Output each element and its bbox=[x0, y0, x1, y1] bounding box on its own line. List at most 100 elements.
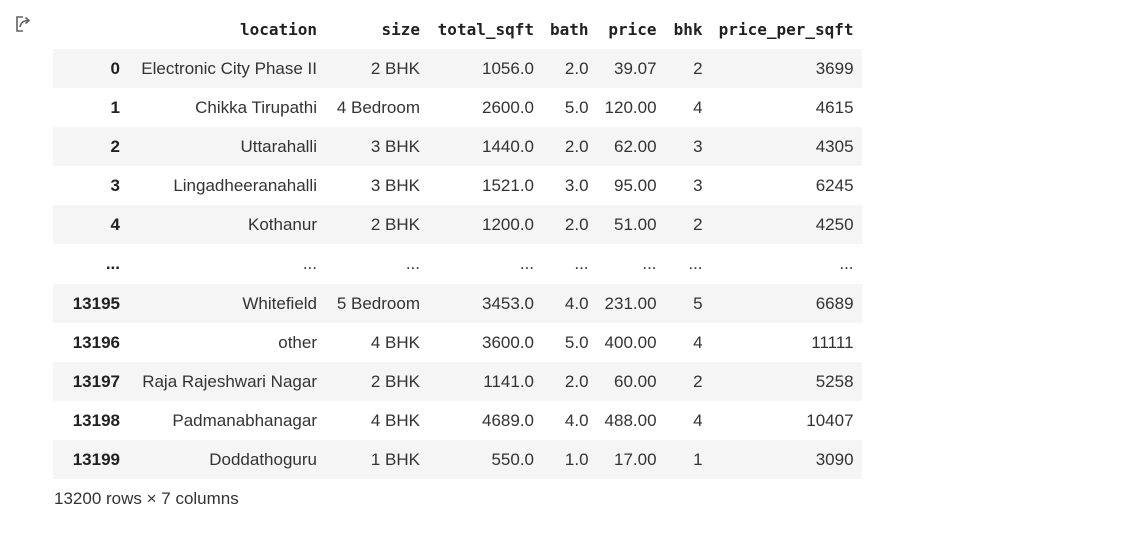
cell-price: 62.00 bbox=[613, 136, 657, 156]
cell-size: 1 BHK bbox=[370, 449, 420, 469]
cell-bath: 1.0 bbox=[564, 449, 589, 469]
cell-price: ... bbox=[642, 254, 657, 273]
cell-total-sqft: 1056.0 bbox=[482, 58, 534, 78]
table-row: ........................ bbox=[53, 244, 862, 284]
cell-bhk: ... bbox=[688, 254, 703, 273]
column-header-price: price bbox=[608, 20, 657, 39]
header-row: location size total_sqft bath price bhk … bbox=[53, 10, 862, 49]
cell-bhk: 3 bbox=[693, 175, 703, 195]
table-row: 1 Chikka Tirupathi 4 Bedroom 2600.0 5.0 120.0… bbox=[53, 88, 862, 127]
table-row: 13199 Doddathoguru 1 BHK 550.0 1.0 17.00 1 3090 bbox=[53, 440, 862, 479]
table-row: 4 Kothanur 2 BHK 1200.0 2.0 51.00 2 4250 bbox=[53, 205, 862, 244]
table-row: 3 Lingadheeranahalli 3 BHK 1521.0 3.0 95.00 3 6… bbox=[53, 166, 862, 205]
cell-price: 51.00 bbox=[613, 214, 657, 234]
row-index: 0 bbox=[110, 58, 120, 78]
row-index: ... bbox=[105, 254, 120, 273]
cell-price-per-sqft: ... bbox=[839, 254, 854, 273]
cell-price-per-sqft: 4250 bbox=[815, 214, 854, 234]
cell-bath: 5.0 bbox=[564, 97, 589, 117]
cell-location: ... bbox=[302, 254, 317, 273]
cell-price-per-sqft: 3699 bbox=[815, 58, 854, 78]
cell-price-per-sqft: 11111 bbox=[811, 332, 854, 352]
table-row: 13196 other 4 BHK 3600.0 5.0 400.00 4 11111 bbox=[53, 323, 862, 362]
cell-price-per-sqft: 4305 bbox=[815, 136, 854, 156]
cell-location: Kothanur bbox=[248, 214, 317, 234]
cell-bath: 5.0 bbox=[564, 332, 589, 352]
table-row: 13198 Padmanabhanagar 4 BHK 4689.0 4.0 488.00… bbox=[53, 401, 862, 440]
cell-price: 400.00 bbox=[604, 332, 657, 352]
dataframe-table: location size total_sqft bath price bhk … bbox=[53, 10, 862, 479]
cell-bath: 4.0 bbox=[564, 293, 589, 313]
cell-location: other bbox=[278, 332, 317, 352]
cell-bath: 2.0 bbox=[564, 136, 589, 156]
cell-total-sqft: 1440.0 bbox=[482, 136, 534, 156]
table-row: 2 Uttarahalli 3 BHK 1440.0 2.0 62.00 3 4305 bbox=[53, 127, 862, 166]
cell-location: Doddathoguru bbox=[209, 449, 317, 469]
cell-size: 2 BHK bbox=[370, 214, 420, 234]
cell-bath: 2.0 bbox=[564, 58, 589, 78]
cell-total-sqft: 1200.0 bbox=[482, 214, 534, 234]
cell-size: 3 BHK bbox=[370, 136, 420, 156]
dataframe-output: location size total_sqft bath price bhk … bbox=[53, 10, 862, 479]
cell-price: 488.00 bbox=[604, 410, 657, 430]
cell-bhk: 1 bbox=[693, 449, 703, 469]
cell-price-per-sqft: 6245 bbox=[815, 175, 854, 195]
cell-total-sqft: 550.0 bbox=[491, 449, 534, 469]
cell-bath: 3.0 bbox=[564, 175, 589, 195]
cell-size: 4 BHK bbox=[370, 332, 420, 352]
cell-bhk: 2 bbox=[693, 214, 703, 234]
cell-size: ... bbox=[405, 254, 420, 273]
output-arrow-icon[interactable] bbox=[14, 14, 34, 34]
cell-price: 39.07 bbox=[613, 58, 657, 78]
cell-size: 4 BHK bbox=[370, 410, 420, 430]
cell-price: 60.00 bbox=[613, 371, 657, 391]
column-header-total-sqft: total_sqft bbox=[437, 20, 534, 39]
column-header-location: location bbox=[239, 20, 317, 39]
cell-bhk: 5 bbox=[693, 293, 703, 313]
cell-location: Uttarahalli bbox=[240, 136, 317, 156]
row-index: 13197 bbox=[72, 371, 120, 391]
cell-location: Padmanabhanagar bbox=[172, 410, 317, 430]
cell-total-sqft: 3600.0 bbox=[482, 332, 534, 352]
row-index: 3 bbox=[110, 175, 120, 195]
cell-price: 120.00 bbox=[604, 97, 657, 117]
cell-total-sqft: 2600.0 bbox=[482, 97, 534, 117]
row-index: 13196 bbox=[72, 332, 120, 352]
column-header-size: size bbox=[381, 20, 420, 39]
cell-price: 231.00 bbox=[604, 293, 657, 313]
cell-price-per-sqft: 3090 bbox=[815, 449, 854, 469]
table-body: 0 Electronic City Phase II 2 BHK 1056.0 2.0 3… bbox=[53, 49, 862, 479]
table-row: 13197 Raja Rajeshwari Nagar 2 BHK 1141.0 2.0… bbox=[53, 362, 862, 401]
cell-bhk: 3 bbox=[693, 136, 703, 156]
cell-price: 95.00 bbox=[613, 175, 657, 195]
cell-total-sqft: 1521.0 bbox=[482, 175, 534, 195]
dataframe-shape: 13200 rows × 7 columns bbox=[54, 489, 239, 508]
cell-size: 3 BHK bbox=[370, 175, 420, 195]
column-header-price-per-sqft: price_per_sqft bbox=[718, 20, 854, 39]
cell-bhk: 2 bbox=[693, 58, 703, 78]
cell-bhk: 4 bbox=[693, 97, 703, 117]
cell-price-per-sqft: 5258 bbox=[815, 371, 854, 391]
table-row: 13195 Whitefield 5 Bedroom 3453.0 4.0 231.00 5… bbox=[53, 284, 862, 323]
row-index: 1 bbox=[110, 97, 120, 117]
table-row: 0 Electronic City Phase II 2 BHK 1056.0 2.0 3… bbox=[53, 49, 862, 88]
cell-bath: 2.0 bbox=[564, 214, 589, 234]
cell-total-sqft: 4689.0 bbox=[482, 410, 534, 430]
cell-size: 5 Bedroom bbox=[336, 293, 420, 313]
row-index: 13199 bbox=[72, 449, 120, 469]
index-header bbox=[53, 10, 128, 49]
cell-bhk: 2 bbox=[693, 371, 703, 391]
cell-bhk: 4 bbox=[693, 332, 703, 352]
row-index: 4 bbox=[110, 214, 120, 234]
cell-bath: ... bbox=[574, 254, 589, 273]
cell-size: 4 Bedroom bbox=[336, 97, 420, 117]
row-index: 2 bbox=[110, 136, 120, 156]
cell-location: Lingadheeranahalli bbox=[173, 175, 317, 195]
cell-bhk: 4 bbox=[693, 410, 703, 430]
column-header-bhk: bhk bbox=[673, 20, 703, 39]
cell-total-sqft: ... bbox=[519, 254, 534, 273]
cell-size: 2 BHK bbox=[370, 371, 420, 391]
cell-bath: 2.0 bbox=[564, 371, 589, 391]
cell-price-per-sqft: 4615 bbox=[815, 97, 854, 117]
row-index: 13198 bbox=[72, 410, 120, 430]
